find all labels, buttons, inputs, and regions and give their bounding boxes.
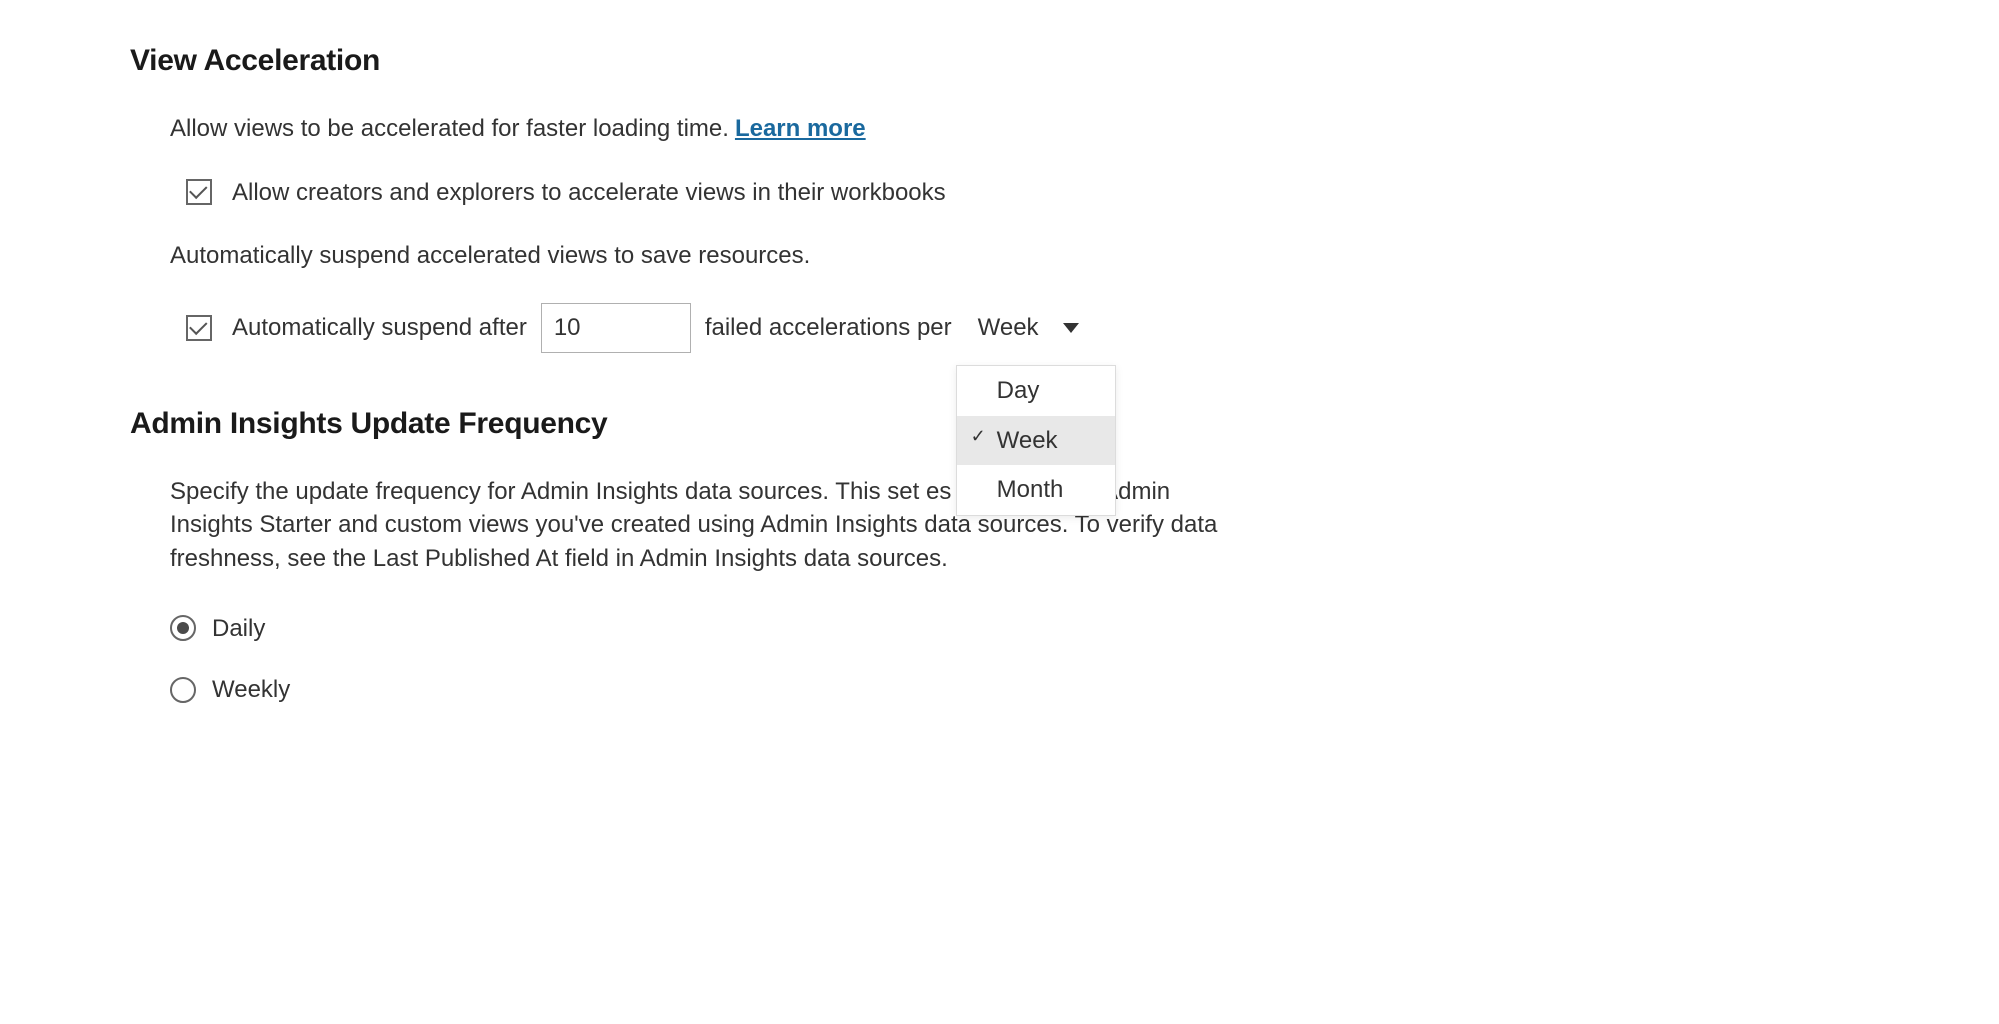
frequency-weekly-row: Weekly [170,673,1869,707]
frequency-weekly-label: Weekly [212,673,290,707]
auto-suspend-label-after: failed accelerations per [705,311,952,345]
frequency-daily-label: Daily [212,612,265,646]
frequency-daily-radio[interactable] [170,615,196,641]
period-dropdown-menu: Day Week Month [956,365,1116,516]
allow-accelerate-checkbox[interactable] [186,179,212,205]
period-dropdown-trigger[interactable]: Week [970,307,1087,349]
view-acceleration-intro-row: Allow views to be accelerated for faster… [170,112,1869,146]
view-acceleration-heading: View Acceleration [130,40,1869,82]
view-acceleration-intro-text: Allow views to be accelerated for faster… [170,112,729,146]
period-dropdown-value: Week [978,311,1039,345]
period-dropdown-wrapper: Week Day Week Month [970,307,1087,349]
auto-suspend-checkbox[interactable] [186,315,212,341]
period-option-week[interactable]: Week [957,416,1115,466]
view-acceleration-section: View Acceleration Allow views to be acce… [130,40,1869,353]
auto-suspend-label-before: Automatically suspend after [232,311,527,345]
auto-suspend-count-input[interactable] [541,303,691,353]
auto-suspend-intro-text: Automatically suspend accelerated views … [170,239,810,273]
frequency-daily-row: Daily [170,612,1869,646]
learn-more-link[interactable]: Learn more [735,112,866,146]
allow-accelerate-row: Allow creators and explorers to accelera… [186,176,1869,210]
period-option-day[interactable]: Day [957,366,1115,416]
auto-suspend-intro-row: Automatically suspend accelerated views … [170,239,1869,273]
auto-suspend-row: Automatically suspend after failed accel… [186,303,1869,353]
chevron-down-icon [1063,323,1079,333]
allow-accelerate-label: Allow creators and explorers to accelera… [232,176,946,210]
period-option-month[interactable]: Month [957,465,1115,515]
frequency-weekly-radio[interactable] [170,677,196,703]
